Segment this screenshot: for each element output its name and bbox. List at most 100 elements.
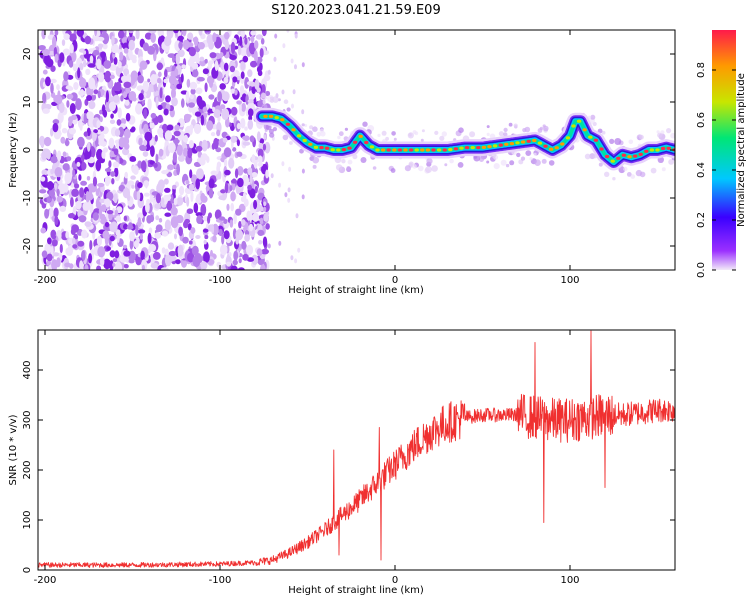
ridge-halo — [486, 160, 490, 164]
noise-speckle — [99, 213, 106, 220]
noise-speckle — [237, 267, 245, 270]
ridge-halo — [337, 135, 341, 140]
noise-speckle — [160, 197, 165, 207]
noise-speckle — [47, 237, 52, 245]
noise-speckle — [144, 131, 153, 142]
noise-speckle — [195, 87, 203, 95]
ridge-halo — [418, 165, 424, 172]
snr-axes: -200 -100 0 100 0 100 200 300 400 — [22, 330, 675, 586]
noise-speckle — [194, 111, 202, 117]
noise-speckle — [241, 219, 246, 226]
noise-speckle — [274, 33, 278, 39]
noise-speckle — [69, 43, 74, 54]
noise-speckle — [241, 102, 247, 112]
noise-speckle — [190, 88, 196, 95]
ridge-halo — [316, 131, 322, 137]
ridge-halo — [385, 136, 389, 141]
ridge-hotspot — [571, 124, 576, 128]
noise-speckle — [109, 235, 115, 242]
noise-speckle — [133, 240, 139, 249]
noise-speckle — [95, 197, 102, 209]
noise-speckle — [190, 227, 196, 234]
noise-speckle — [113, 148, 119, 156]
noise-speckle — [112, 258, 118, 263]
noise-speckle — [158, 218, 163, 223]
noise-speckle — [122, 147, 130, 156]
ridge-hotspot — [627, 155, 632, 159]
noise-speckle — [249, 210, 253, 222]
noise-speckle — [225, 68, 229, 79]
noise-speckle — [135, 224, 139, 236]
noise-speckle — [201, 139, 208, 152]
noise-speckle — [61, 39, 66, 46]
noise-speckle — [63, 33, 70, 41]
noise-speckle — [183, 147, 188, 157]
noise-speckle — [178, 49, 185, 58]
ridge-halo — [590, 114, 596, 120]
noise-speckle — [79, 77, 87, 88]
noise-speckle — [163, 108, 169, 116]
noise-speckle — [124, 171, 128, 179]
noise-speckle — [270, 173, 274, 179]
ridge-hotspot — [319, 146, 324, 150]
noise-speckle — [157, 77, 162, 84]
ridge-halo — [425, 166, 432, 174]
ridge-hotspot — [375, 148, 380, 152]
noise-speckle — [96, 36, 105, 42]
noise-speckle — [179, 185, 185, 196]
noise-speckle — [68, 60, 74, 68]
noise-speckle — [192, 69, 199, 78]
ridge-hotspot — [263, 114, 268, 118]
noise-speckle — [186, 208, 194, 214]
ridge-halo — [312, 156, 320, 164]
noise-speckle — [123, 250, 131, 257]
noise-speckle — [41, 169, 48, 176]
noise-speckle — [51, 234, 57, 240]
noise-speckle — [175, 259, 181, 265]
noise-speckle — [240, 196, 245, 203]
noise-speckle — [140, 160, 147, 172]
ridge-halo — [439, 135, 445, 141]
noise-speckle — [54, 53, 59, 63]
noise-speckle — [138, 137, 143, 146]
noise-speckle — [97, 90, 101, 99]
noise-speckle — [106, 246, 111, 251]
noise-speckle — [240, 118, 246, 129]
noise-speckle — [111, 43, 119, 54]
ridge-halo — [458, 127, 464, 133]
noise-speckle — [50, 156, 58, 164]
noise-speckle — [247, 99, 254, 104]
noise-speckle — [223, 230, 230, 240]
ridge-hotspot — [543, 144, 548, 148]
noise-speckle — [254, 79, 260, 90]
noise-speckle — [113, 193, 118, 204]
noise-speckle — [253, 159, 258, 169]
noise-speckle — [65, 231, 70, 239]
noise-speckle — [252, 212, 259, 222]
noise-speckle — [56, 150, 62, 162]
ridge-hotspot — [498, 143, 503, 147]
ridge-halo — [650, 167, 657, 174]
spectrogram-y-tick-label: 0 — [22, 147, 33, 153]
noise-speckle — [104, 221, 110, 228]
noise-speckle — [135, 103, 143, 115]
noise-speckle — [152, 251, 161, 260]
noise-speckle — [143, 123, 149, 134]
noise-speckle — [244, 230, 250, 236]
noise-speckle — [52, 119, 60, 125]
ridge-halo — [661, 167, 666, 172]
noise-speckle — [259, 264, 266, 270]
noise-speckle — [54, 215, 59, 226]
ridge-hotspot — [515, 141, 520, 145]
noise-speckle — [45, 76, 51, 87]
noise-speckle — [301, 194, 305, 200]
noise-speckle — [256, 87, 261, 93]
noise-speckle — [48, 189, 56, 198]
ridge-hotspot — [392, 148, 397, 152]
ridge-halo — [584, 153, 591, 160]
noise-speckle — [97, 43, 104, 48]
noise-speckle — [193, 123, 202, 135]
noise-speckle — [83, 59, 87, 68]
noise-speckle — [129, 239, 134, 250]
noise-speckle — [79, 260, 84, 270]
